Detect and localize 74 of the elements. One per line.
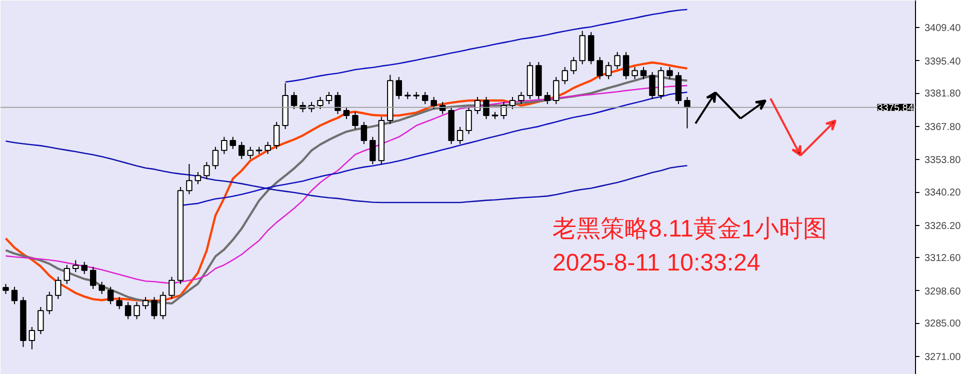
candlestick (64, 264, 70, 284)
candlestick (430, 96, 437, 110)
candlestick (168, 276, 175, 300)
candlestick (422, 91, 428, 105)
candlestick (230, 136, 236, 150)
candlestick (204, 162, 210, 180)
candlestick (553, 76, 560, 105)
candlestick (107, 286, 114, 305)
y-tick-label: 3340.20 (924, 188, 962, 199)
candlestick (247, 146, 254, 160)
candlestick (186, 163, 192, 195)
candlestick (142, 296, 149, 310)
candlestick (562, 66, 568, 85)
candlestick (334, 91, 341, 115)
candlestick (317, 96, 324, 110)
y-tick-label: 3395.40 (924, 56, 962, 68)
candlestick (151, 296, 158, 320)
candlestick (28, 326, 36, 350)
candlestick (2, 283, 9, 294)
candlestick (238, 141, 245, 160)
candlestick (632, 66, 638, 80)
candlestick (596, 56, 603, 80)
candlestick (518, 91, 524, 105)
candlestick (273, 121, 280, 150)
candlestick (160, 291, 166, 320)
y-tick-label: 3367.80 (924, 122, 962, 133)
candlestick (343, 106, 350, 120)
candlestick (649, 72, 656, 100)
candlestick (500, 101, 507, 120)
candlestick (509, 96, 516, 110)
candlestick (55, 276, 62, 300)
candlestick (666, 66, 673, 80)
candlestick (72, 260, 79, 273)
y-tick-label: 3381.80 (924, 88, 962, 100)
y-tick-label: 3298.60 (924, 286, 962, 298)
candlestick (360, 121, 368, 145)
y-tick-label: 3326.20 (924, 220, 962, 232)
candlestick (483, 96, 490, 120)
y-tick-label: 3285.00 (924, 318, 962, 330)
candlestick (134, 302, 140, 320)
y-tick-label: 3312.60 (924, 253, 962, 264)
candlestick (98, 281, 105, 294)
candlestick (456, 126, 464, 145)
candlestick (194, 172, 202, 185)
candlestick (326, 91, 332, 105)
candlestick (212, 146, 219, 170)
candlestick (90, 266, 96, 290)
y-tick-label: 3409.40 (924, 23, 962, 34)
candlestick (116, 296, 122, 310)
candlestick (46, 291, 53, 315)
annotation: 2025-8-11 10:33:24 (552, 250, 760, 276)
candlestick (614, 52, 620, 70)
candlestick (544, 91, 551, 105)
annotation: 老黑策略8.11黄金1小时图 (552, 216, 827, 242)
candlestick (605, 62, 612, 80)
candlestick (352, 111, 358, 130)
y-tick-label: 3353.80 (924, 155, 962, 166)
candlestick (38, 306, 44, 335)
candlestick (290, 91, 298, 110)
candlestick (11, 286, 18, 305)
y-tick-label: 3271.00 (924, 352, 962, 363)
line-series (284, 8, 688, 83)
candlestick (466, 106, 472, 135)
candlestick (622, 52, 630, 80)
candlestick (570, 56, 577, 75)
candlestick (81, 261, 88, 274)
candlestick (370, 136, 376, 165)
candlestick (684, 96, 690, 129)
candlestick (640, 66, 647, 80)
candlestick (396, 76, 402, 100)
candlestick (124, 302, 132, 320)
candlestick (221, 136, 228, 154)
candlestick (264, 141, 271, 154)
line-series (5, 140, 688, 204)
